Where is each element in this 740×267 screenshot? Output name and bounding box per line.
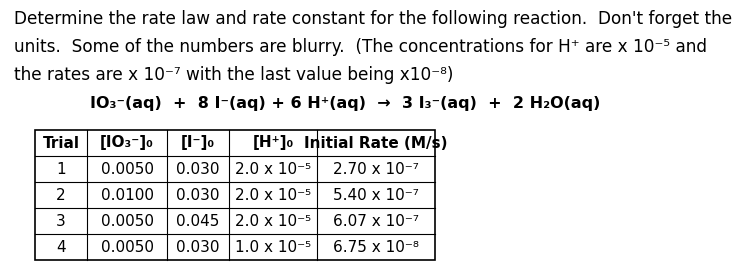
Text: 2: 2 (56, 187, 66, 202)
Text: 0.045: 0.045 (176, 214, 220, 229)
Text: 0.0050: 0.0050 (101, 214, 153, 229)
Text: IO₃⁻(aq)  +  8 I⁻(aq) + 6 H⁺(aq)  →  3 I₃⁻(aq)  +  2 H₂O(aq): IO₃⁻(aq) + 8 I⁻(aq) + 6 H⁺(aq) → 3 I₃⁻(a… (90, 96, 600, 111)
Text: 1.0 x 10⁻⁵: 1.0 x 10⁻⁵ (235, 239, 311, 254)
Text: [I⁻]₀: [I⁻]₀ (181, 135, 215, 151)
Text: 0.0050: 0.0050 (101, 162, 153, 176)
Text: 0.0100: 0.0100 (101, 187, 153, 202)
Text: 2.0 x 10⁻⁵: 2.0 x 10⁻⁵ (235, 162, 311, 176)
Text: Initial Rate (M/s): Initial Rate (M/s) (304, 135, 448, 151)
Text: 2.70 x 10⁻⁷: 2.70 x 10⁻⁷ (333, 162, 419, 176)
Text: 5.40 x 10⁻⁷: 5.40 x 10⁻⁷ (333, 187, 419, 202)
Text: the rates are x 10⁻⁷ with the last value being x10⁻⁸): the rates are x 10⁻⁷ with the last value… (14, 66, 454, 84)
Text: units.  Some of the numbers are blurry.  (The concentrations for H⁺ are x 10⁻⁵ a: units. Some of the numbers are blurry. (… (14, 38, 707, 56)
Text: 6.07 x 10⁻⁷: 6.07 x 10⁻⁷ (333, 214, 419, 229)
Text: 0.030: 0.030 (176, 239, 220, 254)
Text: 0.030: 0.030 (176, 162, 220, 176)
Text: 2.0 x 10⁻⁵: 2.0 x 10⁻⁵ (235, 214, 311, 229)
Text: Determine the rate law and rate constant for the following reaction.  Don't forg: Determine the rate law and rate constant… (14, 10, 732, 28)
Text: [H⁺]₀: [H⁺]₀ (252, 135, 294, 151)
Text: 3: 3 (56, 214, 66, 229)
Text: 0.030: 0.030 (176, 187, 220, 202)
Bar (35, 130, 435, 260)
Text: 1: 1 (56, 162, 66, 176)
Text: [IO₃⁻]₀: [IO₃⁻]₀ (100, 135, 154, 151)
Text: 6.75 x 10⁻⁸: 6.75 x 10⁻⁸ (333, 239, 419, 254)
Text: 2.0 x 10⁻⁵: 2.0 x 10⁻⁵ (235, 187, 311, 202)
Text: 4: 4 (56, 239, 66, 254)
Text: Trial: Trial (42, 135, 79, 151)
Text: 0.0050: 0.0050 (101, 239, 153, 254)
